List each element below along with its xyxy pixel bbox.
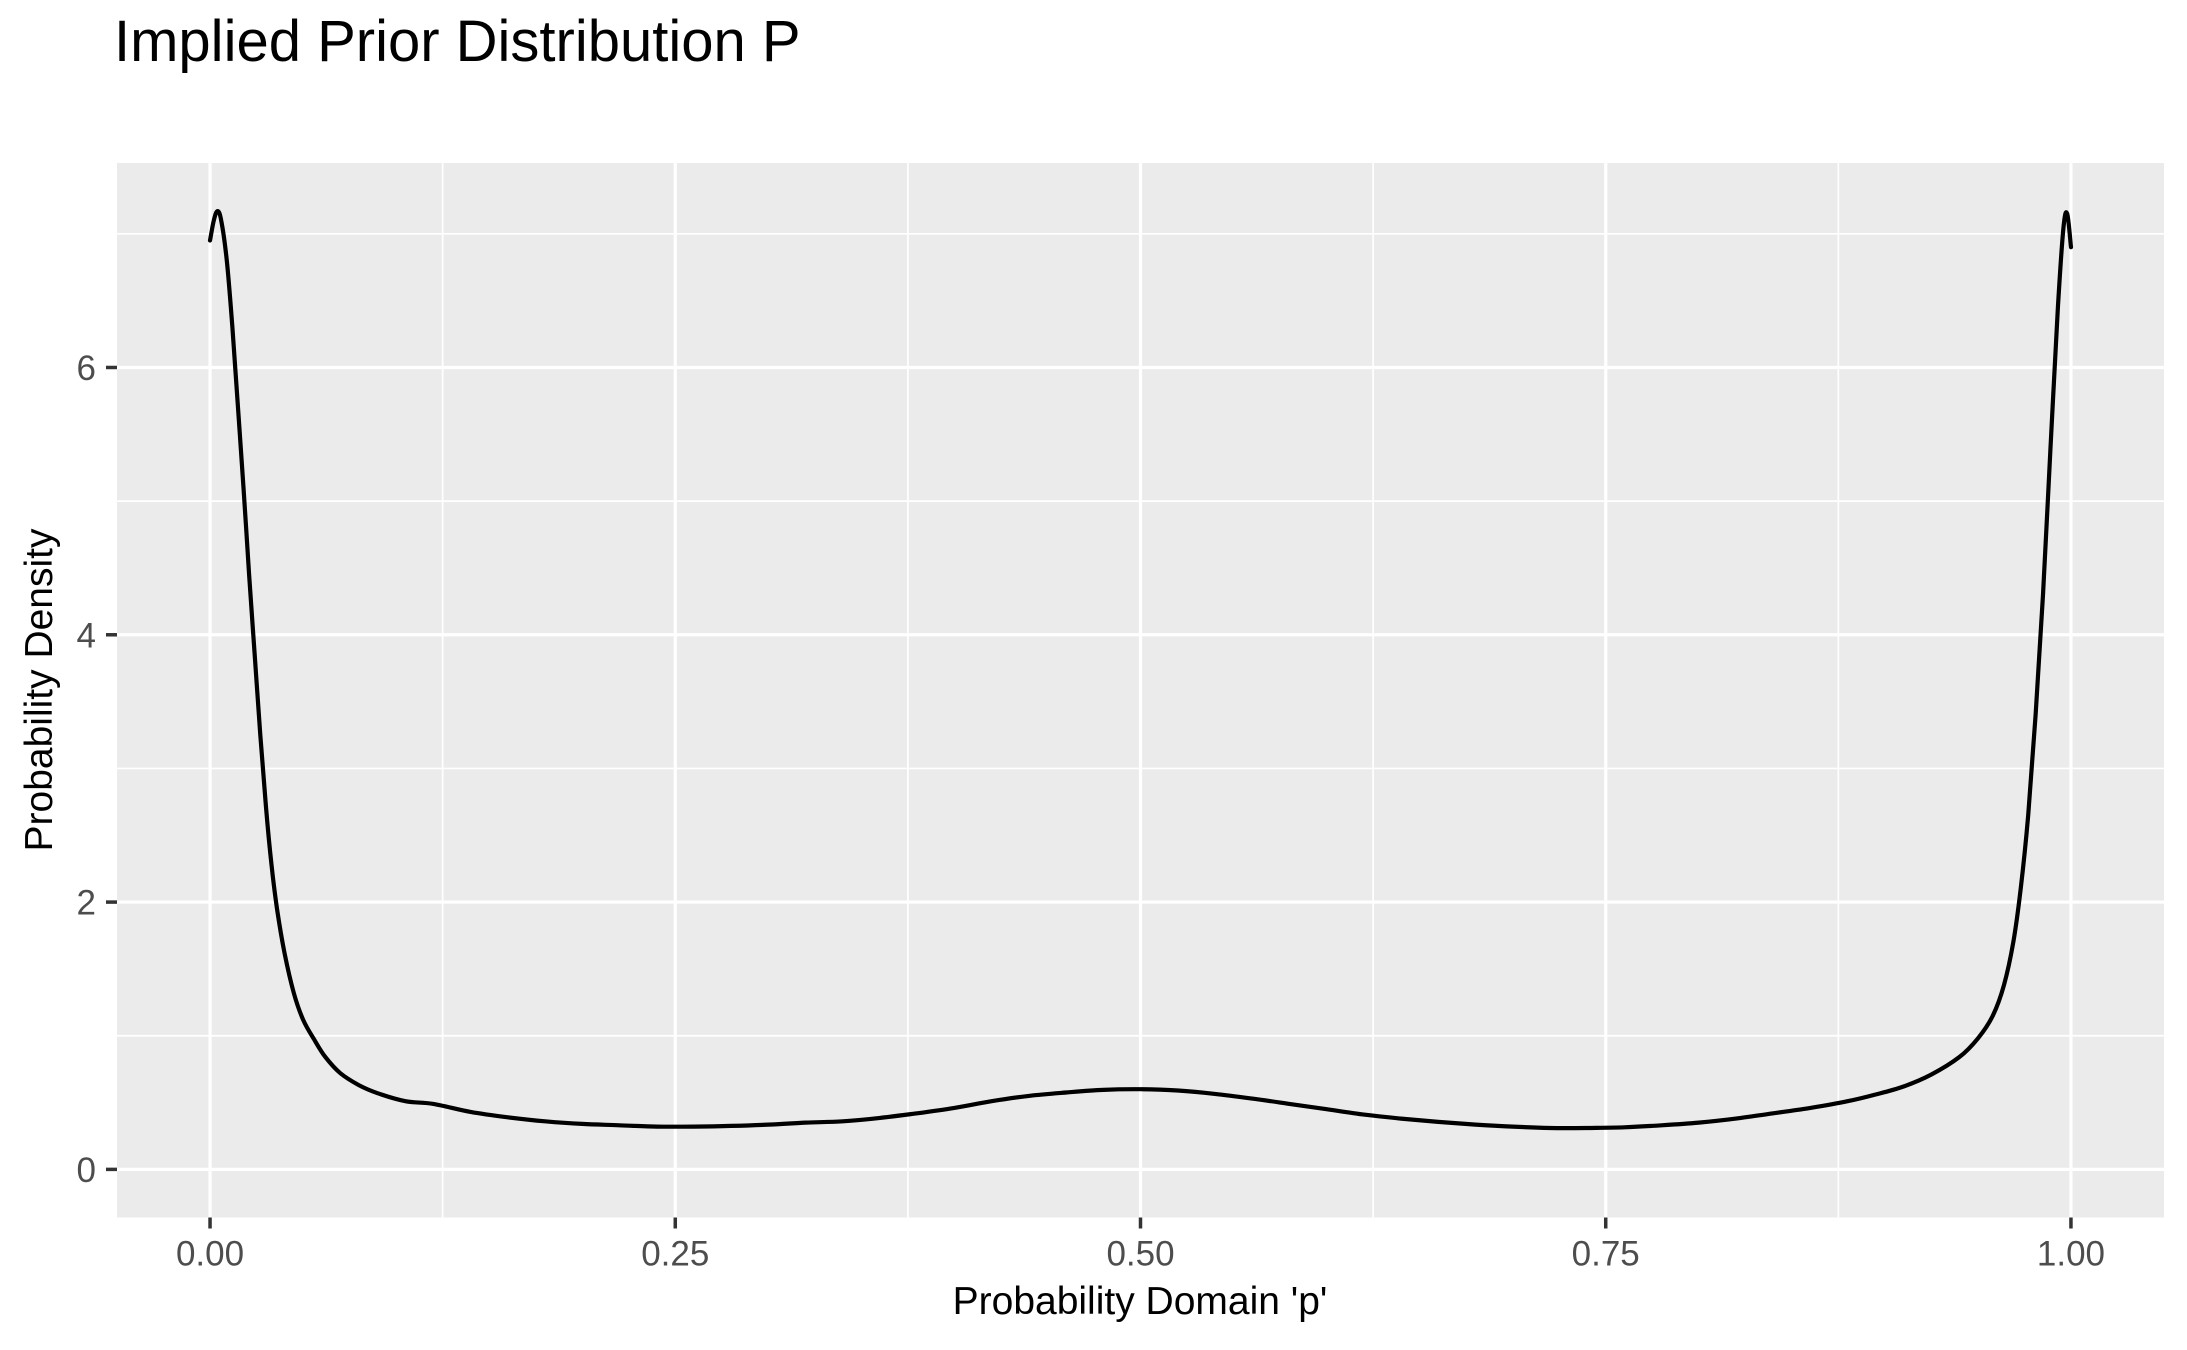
x-axis-title: Probability Domain 'p' bbox=[952, 1280, 1328, 1323]
x-tick-label-1: 0.25 bbox=[641, 1235, 709, 1274]
y-tick-label-0: 0 bbox=[77, 1151, 96, 1190]
plot-title: Implied Prior Distribution P bbox=[114, 9, 801, 74]
y-tick-label-2: 4 bbox=[77, 616, 96, 655]
y-tick-label-1: 2 bbox=[77, 884, 96, 923]
y-tick-label-3: 6 bbox=[77, 349, 96, 388]
x-tick-label-3: 0.75 bbox=[1572, 1235, 1640, 1274]
x-tick-label-2: 0.50 bbox=[1106, 1235, 1174, 1274]
x-tick-label-0: 0.00 bbox=[176, 1235, 244, 1274]
density-curve bbox=[207, 209, 2074, 1131]
x-tick-label-4: 1.00 bbox=[2037, 1235, 2105, 1274]
